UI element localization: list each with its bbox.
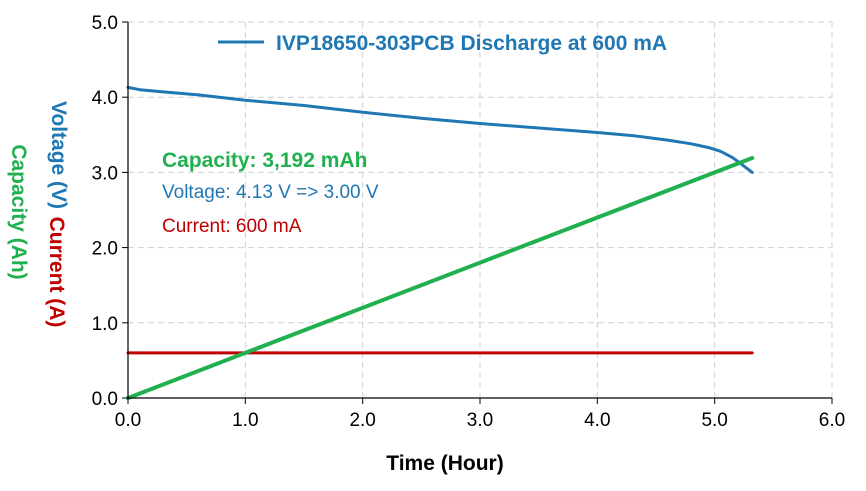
grid <box>128 21 833 398</box>
legend: IVP18650-303PCB Discharge at 600 mA <box>218 32 667 55</box>
tick-labels: 0.0 1.0 2.0 3.0 4.0 5.0 6.0 0.0 1.0 2.0 3.0 4.0 5.0 <box>92 13 846 431</box>
x-tick-label: 2.0 <box>349 410 375 431</box>
x-tick-label: 4.0 <box>584 410 610 431</box>
axes <box>122 21 833 404</box>
y-tick-label: 5.0 <box>92 13 118 34</box>
series-group <box>126 85 755 400</box>
x-tick-label: 1.0 <box>232 410 258 431</box>
y-tick-label: 1.0 <box>92 314 118 335</box>
series-line-capacity <box>126 156 755 400</box>
x-tick-label: 6.0 <box>819 410 845 431</box>
x-axis-label: Time (Hour) <box>386 452 503 475</box>
annotation-voltage: Voltage: 4.13 V => 3.00 V <box>162 182 379 203</box>
legend-entry-voltage: IVP18650-303PCB Discharge at 600 mA <box>276 32 667 55</box>
annotation-capacity: Capacity: 3,192 mAh <box>162 149 367 172</box>
y-tick-label: 4.0 <box>92 88 118 109</box>
x-tick-label: 5.0 <box>701 410 727 431</box>
y-tick-label: 3.0 <box>92 163 118 184</box>
y-axis-label-voltage: Voltage (V) <box>47 101 70 209</box>
y-axis-label-current: Current (A) <box>45 217 68 328</box>
y-tick-label: 2.0 <box>92 239 118 260</box>
x-tick-label: 0.0 <box>115 410 141 431</box>
annotation-current: Current: 600 mA <box>162 216 302 237</box>
y-tick-label: 0.0 <box>92 389 118 410</box>
series-line-voltage <box>126 85 754 174</box>
x-tick-label: 3.0 <box>467 410 493 431</box>
y-axis-label-capacity: Capacity (Ah) <box>7 144 30 279</box>
